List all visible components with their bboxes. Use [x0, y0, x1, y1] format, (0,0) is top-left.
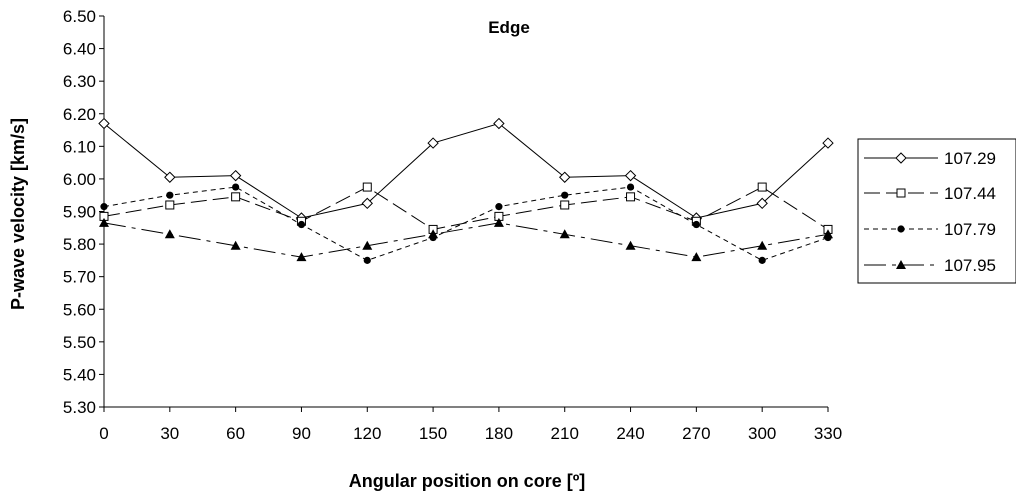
data-point	[822, 137, 834, 149]
y-tick-label: 6.10	[63, 137, 96, 156]
y-tick-label: 6.40	[63, 40, 96, 59]
x-tick-label: 30	[160, 424, 179, 443]
data-point	[692, 220, 700, 229]
legend-label: 107.44	[944, 184, 996, 203]
data-point	[231, 192, 241, 202]
data-point	[495, 203, 503, 211]
legend-marker	[895, 152, 907, 164]
x-tick-label: 300	[748, 424, 776, 443]
y-axis-title: P-wave velocity [km/s]	[8, 118, 28, 310]
data-point	[561, 191, 569, 199]
data-point	[165, 200, 175, 210]
y-tick-label: 5.40	[63, 365, 96, 384]
data-point	[559, 229, 570, 239]
y-tick-label: 6.50	[63, 7, 96, 26]
y-tick-label: 5.90	[63, 203, 96, 222]
data-point	[625, 240, 636, 250]
data-point	[164, 229, 175, 239]
y-tick-label: 6.00	[63, 170, 96, 189]
y-tick-label: 5.30	[63, 398, 96, 417]
series-107.29	[98, 117, 834, 224]
series-107.44	[99, 182, 833, 234]
data-point	[361, 197, 373, 210]
legend-entry: 107.79	[864, 220, 996, 239]
x-tick-label: 0	[99, 424, 108, 443]
legend-label: 107.29	[944, 149, 996, 168]
y-tick-label: 5.50	[63, 333, 96, 352]
axes: 5.30 5.40 5.50 5.60 5.70 5.80 5.90 6.00 6.10 6.20…	[63, 7, 842, 443]
y-tick-label: 5.60	[63, 300, 96, 319]
data-point	[427, 137, 439, 149]
data-point	[823, 229, 833, 239]
x-tick-label: 150	[419, 424, 447, 443]
x-axis-title: Angular position on core [º]	[349, 471, 586, 491]
x-tick-label: 60	[226, 424, 245, 443]
data-point	[757, 240, 768, 250]
legend-box	[857, 138, 1016, 284]
data-point	[757, 182, 767, 192]
y-tick-label: 6.30	[63, 72, 96, 91]
x-tick-label: 90	[292, 424, 311, 443]
legend-entry: 107.29	[864, 149, 996, 168]
x-tick-label: 240	[616, 424, 644, 443]
data-point	[363, 256, 371, 264]
data-point	[691, 252, 702, 262]
data-point	[758, 256, 766, 264]
data-point	[624, 169, 637, 182]
data-point	[297, 220, 306, 229]
data-point	[756, 197, 768, 210]
legend-marker	[896, 188, 906, 198]
legend-entry: 107.95	[864, 256, 996, 275]
series-line	[103, 186, 829, 261]
legend: 107.29 107.44 107.79 107.95	[857, 138, 1016, 284]
x-tick-label: 120	[353, 424, 381, 443]
data-point	[428, 229, 439, 239]
data-point	[560, 200, 570, 210]
data-point	[229, 169, 242, 182]
data-point	[626, 183, 635, 191]
series-107.79	[100, 183, 832, 264]
y-tick-label: 5.80	[63, 235, 96, 254]
y-tick-label: 5.70	[63, 268, 96, 287]
series-line	[103, 122, 829, 219]
data-point	[493, 217, 504, 227]
data-point	[296, 252, 307, 262]
series-line	[103, 222, 829, 258]
data-point	[230, 240, 241, 250]
series-group	[98, 117, 834, 264]
x-tick-label: 180	[485, 424, 513, 443]
legend-entry: 107.44	[864, 184, 996, 203]
data-point	[166, 191, 174, 199]
data-point	[362, 182, 372, 192]
data-point	[232, 183, 240, 191]
data-point	[559, 171, 571, 183]
data-point	[99, 217, 109, 227]
x-tick-label: 330	[814, 424, 842, 443]
data-point	[362, 240, 373, 250]
legend-label: 107.95	[944, 256, 996, 275]
chart-title: Edge	[488, 18, 530, 37]
data-point	[164, 171, 176, 183]
x-tick-label: 270	[682, 424, 710, 443]
legend-marker	[896, 260, 906, 269]
series-line	[103, 186, 829, 230]
legend-marker	[897, 225, 905, 233]
data-point	[493, 117, 505, 130]
data-point	[98, 117, 110, 130]
data-point	[626, 192, 636, 202]
x-tick-label: 210	[551, 424, 579, 443]
legend-label: 107.79	[944, 220, 996, 239]
series-107.95	[99, 217, 833, 262]
y-tick-label: 6.20	[63, 105, 96, 124]
data-point	[100, 203, 108, 211]
